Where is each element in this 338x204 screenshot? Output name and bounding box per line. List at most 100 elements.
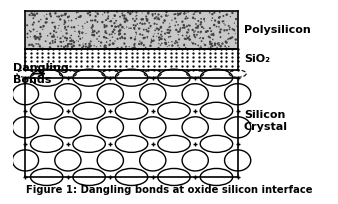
Point [88, 19, 94, 22]
Point [58, 40, 64, 44]
Point [233, 41, 238, 45]
Point [120, 26, 125, 29]
Point [65, 45, 71, 48]
Point [70, 39, 76, 42]
Point [166, 41, 171, 44]
Point [140, 11, 145, 15]
Point [107, 33, 112, 36]
Point [90, 23, 95, 27]
Ellipse shape [158, 135, 190, 152]
Ellipse shape [115, 69, 148, 86]
Point [222, 45, 228, 48]
Point [192, 10, 198, 13]
Point [175, 33, 181, 36]
Point [146, 21, 152, 24]
Point [233, 32, 238, 35]
Point [138, 33, 143, 36]
Point [198, 46, 204, 49]
Point [98, 44, 103, 48]
Point [100, 13, 105, 16]
Point [63, 12, 69, 15]
Point [151, 39, 156, 42]
Point [186, 36, 191, 40]
Point [180, 34, 185, 37]
Point [158, 37, 163, 40]
Point [184, 38, 189, 41]
Point [158, 26, 164, 29]
Point [175, 30, 181, 33]
Point [156, 28, 162, 31]
Point [93, 10, 98, 13]
Point [123, 17, 129, 20]
Point [54, 15, 60, 18]
Point [87, 11, 93, 14]
Point [103, 36, 109, 40]
Point [52, 25, 57, 28]
Point [122, 42, 127, 45]
Point [109, 24, 115, 28]
Point [69, 34, 74, 37]
Point [110, 42, 116, 45]
Ellipse shape [97, 150, 123, 171]
Point [119, 12, 125, 15]
Point [198, 21, 204, 24]
Point [133, 31, 139, 34]
Ellipse shape [200, 135, 233, 152]
Point [94, 31, 100, 35]
Ellipse shape [115, 102, 148, 119]
Point [194, 33, 199, 37]
Point [31, 21, 37, 24]
Point [69, 26, 74, 29]
Ellipse shape [55, 84, 81, 105]
Ellipse shape [73, 102, 105, 119]
Point [37, 44, 43, 47]
Point [112, 21, 117, 25]
Point [90, 25, 95, 28]
Point [98, 41, 104, 44]
Point [51, 21, 57, 24]
Text: Silicon: Silicon [244, 110, 285, 120]
Ellipse shape [140, 117, 166, 138]
Point [182, 44, 187, 47]
Point [149, 40, 154, 43]
Point [69, 19, 74, 22]
Point [62, 27, 68, 30]
Point [210, 17, 215, 20]
Ellipse shape [182, 84, 208, 105]
Point [104, 19, 109, 22]
Point [230, 28, 235, 31]
Point [162, 19, 167, 22]
Point [58, 37, 63, 40]
Point [216, 16, 222, 19]
Point [185, 17, 190, 20]
Point [95, 12, 100, 15]
Point [220, 20, 225, 23]
Point [117, 15, 123, 18]
Point [140, 18, 145, 21]
Point [112, 32, 118, 35]
Point [103, 30, 108, 33]
Point [37, 38, 42, 41]
Point [186, 28, 191, 31]
Point [111, 42, 116, 45]
Point [162, 32, 168, 35]
Point [144, 19, 150, 22]
Point [32, 10, 38, 13]
Point [192, 17, 198, 20]
Point [107, 43, 112, 47]
Point [212, 19, 218, 22]
Point [83, 32, 89, 35]
Point [203, 30, 209, 33]
Point [63, 13, 68, 17]
Point [53, 38, 58, 41]
Point [110, 35, 115, 39]
Point [223, 40, 228, 43]
Point [129, 47, 135, 50]
Ellipse shape [97, 117, 123, 138]
Point [149, 39, 155, 43]
Point [63, 36, 68, 39]
Point [55, 27, 61, 30]
Point [88, 44, 94, 48]
Point [217, 15, 222, 19]
Point [27, 43, 32, 46]
